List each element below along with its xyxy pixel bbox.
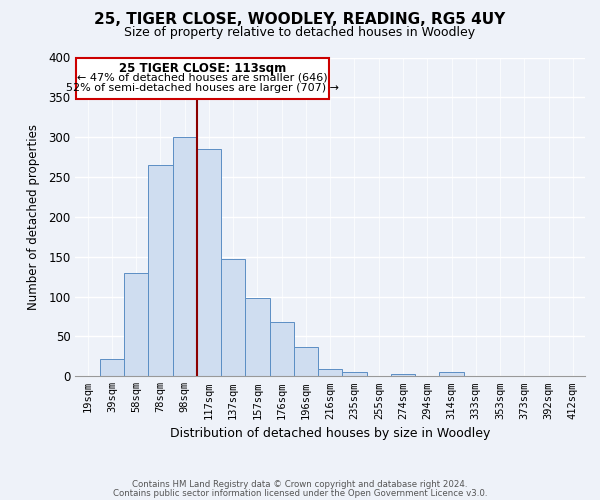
Text: Size of property relative to detached houses in Woodley: Size of property relative to detached ho… <box>124 26 476 39</box>
Text: ← 47% of detached houses are smaller (646): ← 47% of detached houses are smaller (64… <box>77 72 328 83</box>
Bar <box>391 374 415 376</box>
Bar <box>318 369 343 376</box>
Bar <box>439 372 464 376</box>
Bar <box>294 347 318 376</box>
Text: 25 TIGER CLOSE: 113sqm: 25 TIGER CLOSE: 113sqm <box>119 62 286 76</box>
Bar <box>173 137 197 376</box>
Bar <box>343 372 367 376</box>
Bar <box>124 272 148 376</box>
Bar <box>100 359 124 376</box>
Bar <box>197 149 221 376</box>
Text: 25, TIGER CLOSE, WOODLEY, READING, RG5 4UY: 25, TIGER CLOSE, WOODLEY, READING, RG5 4… <box>94 12 506 28</box>
Bar <box>148 165 173 376</box>
Y-axis label: Number of detached properties: Number of detached properties <box>27 124 40 310</box>
Text: Contains public sector information licensed under the Open Government Licence v3: Contains public sector information licen… <box>113 489 487 498</box>
Bar <box>269 322 294 376</box>
Text: Contains HM Land Registry data © Crown copyright and database right 2024.: Contains HM Land Registry data © Crown c… <box>132 480 468 489</box>
FancyBboxPatch shape <box>76 58 329 99</box>
Bar <box>221 259 245 376</box>
X-axis label: Distribution of detached houses by size in Woodley: Distribution of detached houses by size … <box>170 427 490 440</box>
Bar <box>245 298 269 376</box>
Text: 52% of semi-detached houses are larger (707) →: 52% of semi-detached houses are larger (… <box>66 83 339 93</box>
